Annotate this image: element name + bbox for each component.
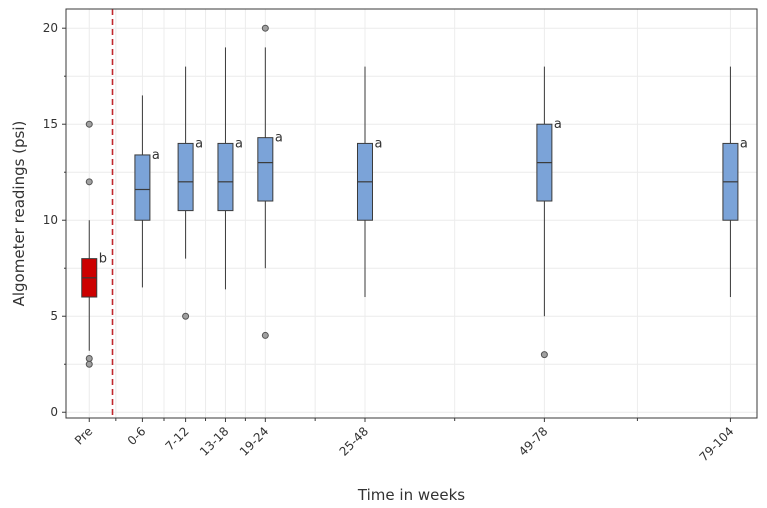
x-tick-label: 0-6	[125, 424, 149, 448]
significance-letter: a	[740, 136, 748, 151]
x-tick-label: 79-104	[697, 424, 737, 464]
outlier-point	[261, 24, 269, 32]
significance-letter: a	[275, 131, 283, 146]
y-tick-label: 10	[43, 213, 58, 227]
x-axis-title: Time in weeks	[357, 486, 465, 504]
x-tick-label: 13-18	[197, 424, 232, 459]
outlier-point	[182, 312, 190, 320]
outlier-point	[85, 360, 93, 368]
gridlines	[66, 9, 757, 418]
box-iqr	[217, 142, 234, 212]
y-axis-title: Algometer readings (psi)	[10, 121, 28, 307]
outlier-point	[85, 354, 93, 362]
y-tick-label: 15	[43, 117, 58, 131]
significance-letter: a	[195, 136, 203, 151]
x-tick-label: 25-48	[337, 424, 372, 459]
x-tick-label: 49-78	[516, 424, 551, 459]
y-tick-label: 20	[43, 21, 58, 35]
box-marks: b a a a a a a a	[81, 9, 748, 418]
significance-letter: a	[554, 117, 562, 132]
box-iqr	[134, 154, 151, 221]
significance-letter: a	[374, 136, 382, 151]
box-iqr	[177, 142, 194, 212]
plot-frame	[65, 8, 758, 419]
outlier-point	[85, 178, 93, 186]
y-tick-label: 0	[50, 405, 58, 419]
significance-letter: a	[152, 148, 160, 163]
significance-letter: b	[99, 252, 107, 267]
x-tick-label: 7-12	[163, 424, 192, 453]
outlier-point	[540, 351, 548, 359]
y-tick-label: 5	[50, 309, 58, 323]
outlier-point	[261, 331, 269, 339]
x-tick-label: Pre	[72, 424, 95, 447]
box-iqr	[257, 137, 274, 202]
significance-letter: a	[235, 136, 243, 151]
x-tick-label: 19-24	[237, 424, 272, 459]
outlier-point	[85, 120, 93, 128]
axes: Pre 0-6 7-12 13-18 19-24 25-48 49-78 79-104 0 5 10…	[43, 21, 737, 464]
